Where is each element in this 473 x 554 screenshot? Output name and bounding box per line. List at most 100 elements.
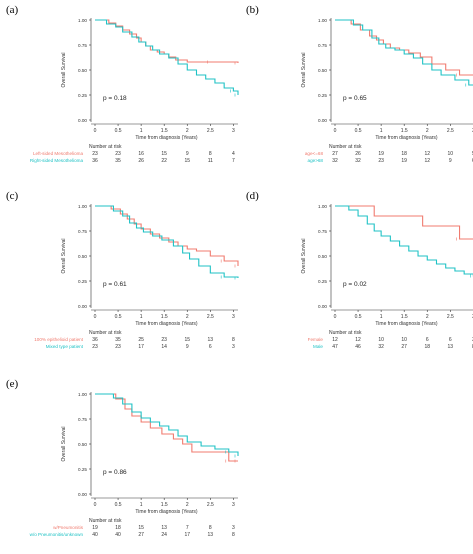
- x-tick-label: 2: [426, 314, 429, 320]
- risk-count: 27: [138, 532, 144, 538]
- survival-curve-0: [335, 19, 473, 76]
- survival-curve-1: [95, 205, 239, 278]
- x-tick-label: 2: [186, 502, 189, 508]
- risk-count: 40: [92, 532, 98, 538]
- y-tick-label: 0.25: [318, 93, 327, 98]
- risk-count: 8: [232, 532, 235, 538]
- x-tick-label: 3: [472, 128, 473, 134]
- x-tick-label: 2.5: [447, 128, 454, 134]
- y-axis-title: Overall Survival: [301, 238, 307, 273]
- risk-count: 11: [208, 158, 213, 164]
- y-tick-label: 0.50: [318, 254, 327, 259]
- risk-count: 32: [332, 158, 338, 164]
- risk-count: 10: [401, 337, 407, 343]
- risk-count: 36: [92, 337, 98, 343]
- risk-count: 10: [448, 151, 454, 157]
- survival-curve-0: [95, 393, 238, 462]
- risk-count: 15: [184, 158, 190, 164]
- survival-curve-1: [335, 205, 473, 277]
- x-axis-title: Time from diagnosis (Years): [375, 321, 437, 327]
- risk-count: 7: [232, 158, 235, 164]
- risk-count: 5: [472, 151, 473, 157]
- y-tick-label: 0.75: [78, 43, 87, 48]
- risk-count: 9: [186, 344, 189, 350]
- risk-count: 12: [332, 337, 338, 343]
- p-value: p = 0.61: [103, 281, 127, 288]
- risk-table-title: Number at risk: [89, 330, 122, 336]
- x-tick-label: 1: [380, 314, 383, 320]
- risk-table-title: Number at risk: [329, 144, 362, 150]
- y-tick-label: 1.00: [78, 392, 87, 397]
- risk-count: 40: [115, 532, 121, 538]
- risk-table-title: Number at risk: [89, 518, 122, 524]
- risk-count: 4: [232, 151, 235, 157]
- risk-count: 3: [232, 525, 235, 531]
- risk-count: 25: [138, 337, 144, 343]
- y-tick-label: 1.00: [78, 18, 87, 23]
- risk-count: 12: [355, 337, 361, 343]
- y-tick-label: 0.75: [318, 43, 327, 48]
- risk-series-name: Right-sided Mesothelioma: [30, 158, 84, 163]
- risk-count: 8: [209, 151, 212, 157]
- x-tick-label: 1.5: [161, 502, 168, 508]
- survival-curve-0: [95, 205, 239, 266]
- x-tick-label: 3: [472, 314, 473, 320]
- km-plot: 0.00 0.25 0.50 0.75 1.00 0 0.5 1 1.5 2 2.5 3 Time fr…: [34, 204, 239, 350]
- risk-count: 13: [208, 337, 214, 343]
- risk-count: 15: [184, 337, 190, 343]
- risk-count: 15: [138, 525, 144, 531]
- risk-count: 15: [161, 151, 167, 157]
- p-value: p = 0.18: [103, 95, 127, 102]
- risk-series-name: Mixed type patient: [46, 344, 84, 349]
- risk-count: 46: [355, 344, 361, 350]
- risk-series-name: Left-sided Mesothelioma: [33, 151, 83, 156]
- x-tick-label: 2.5: [207, 502, 214, 508]
- km-plot: 0.00 0.25 0.50 0.75 1.00 0 0.5 1 1.5 2 2.5 3 Time fr…: [301, 204, 473, 350]
- risk-count: 16: [138, 151, 144, 157]
- y-tick-label: 0.25: [78, 279, 87, 284]
- p-value: p = 0.86: [103, 469, 127, 476]
- y-tick-label: 1.00: [318, 204, 327, 209]
- risk-count: 23: [115, 151, 121, 157]
- km-panel-d: (d) 0.00 0.25 0.50 0.75 1.00 0 0.5 1 1.5 2 2.5 3 Time…: [240, 186, 473, 366]
- risk-series-name: Male: [313, 344, 323, 349]
- risk-count: 26: [355, 151, 361, 157]
- risk-count: 23: [92, 151, 98, 157]
- x-tick-label: 2.5: [207, 314, 214, 320]
- x-axis-title: Time from diagnosis (Years): [135, 135, 197, 141]
- y-axis-title: Overall Survival: [61, 238, 67, 273]
- x-tick-label: 0: [94, 314, 97, 320]
- risk-count: 13: [208, 532, 214, 538]
- x-tick-label: 2: [186, 314, 189, 320]
- y-tick-label: 0.75: [78, 229, 87, 234]
- y-tick-label: 0.00: [78, 118, 87, 123]
- risk-count: 35: [115, 337, 121, 343]
- x-tick-label: 2: [186, 128, 189, 134]
- y-tick-label: 0.75: [318, 229, 327, 234]
- risk-count: 27: [332, 151, 338, 157]
- x-tick-label: 1.5: [161, 128, 168, 134]
- risk-series-name: age<=68: [305, 151, 324, 156]
- risk-count: 27: [401, 344, 407, 350]
- risk-series-name: 100% epithelioid patient: [34, 337, 84, 342]
- panel-label: (a): [6, 4, 19, 16]
- x-tick-label: 0.5: [355, 314, 362, 320]
- risk-count: 19: [401, 158, 407, 164]
- risk-count: 8: [209, 525, 212, 531]
- y-tick-label: 0.25: [318, 279, 327, 284]
- risk-count: 17: [138, 344, 144, 350]
- risk-count: 17: [184, 532, 190, 538]
- km-panel-a: (a) 0.00 0.25 0.50 0.75 1.00 0 0.5 1 1.5 2 2.5 3 Time…: [0, 0, 239, 180]
- survival-curve-1: [335, 19, 473, 86]
- y-tick-label: 0.00: [318, 118, 327, 123]
- x-tick-label: 0: [334, 128, 337, 134]
- risk-count: 13: [161, 525, 167, 531]
- risk-count: 14: [161, 344, 167, 350]
- risk-series-name: age>68: [308, 158, 324, 163]
- x-tick-label: 1: [140, 502, 143, 508]
- p-value: p = 0.02: [343, 281, 367, 288]
- x-tick-label: 0.5: [115, 314, 122, 320]
- risk-count: 9: [449, 158, 452, 164]
- risk-count: 18: [424, 344, 430, 350]
- km-plot: 0.00 0.25 0.50 0.75 1.00 0 0.5 1 1.5 2 2.5 3 Time fr…: [30, 392, 239, 538]
